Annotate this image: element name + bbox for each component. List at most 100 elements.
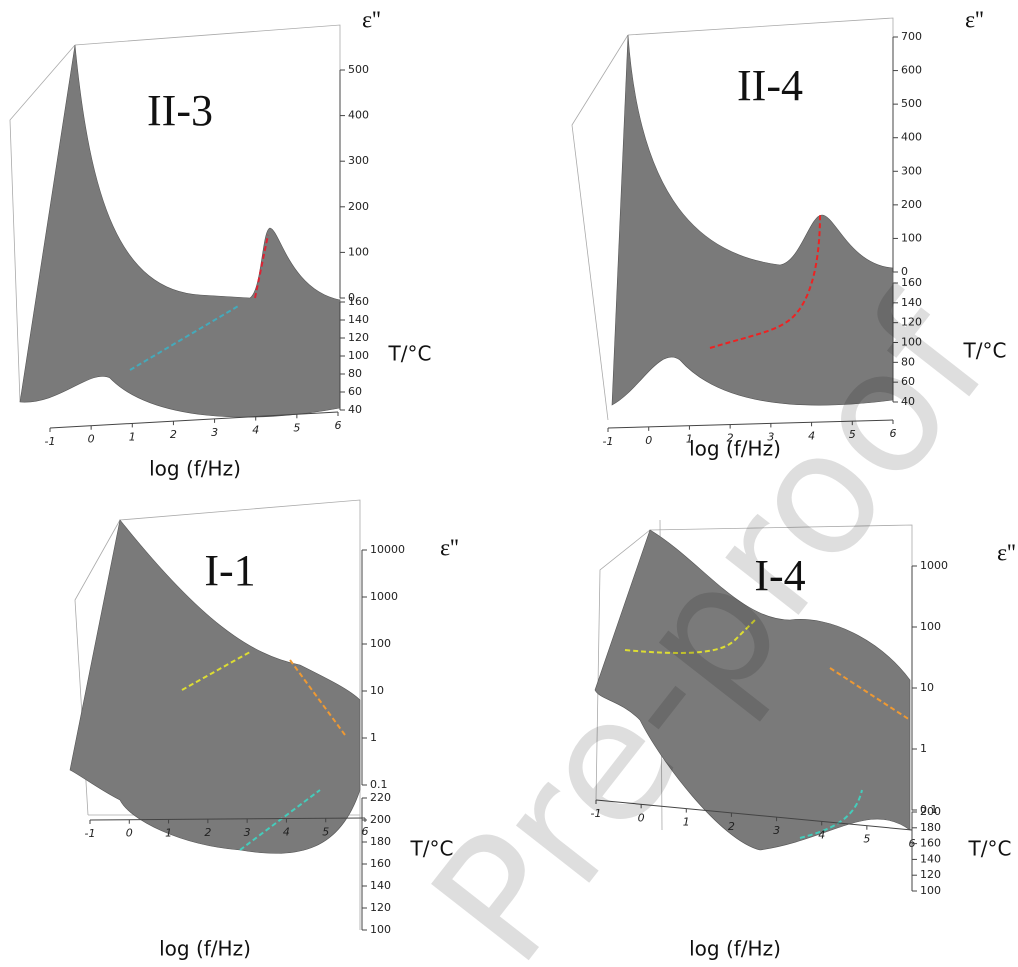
x-tick-label: 4: [808, 429, 815, 442]
y-tick-label: 0.1: [370, 778, 388, 791]
x-tick-label: 5: [849, 428, 856, 441]
z-tick-label: 60: [348, 385, 362, 398]
x-tick-label: 3: [211, 426, 218, 439]
y-tick-label: 400: [348, 109, 369, 122]
z-tick-label: 160: [348, 295, 369, 308]
x-axis-label: log (f/Hz): [149, 457, 241, 481]
y-tick-label: 1000: [370, 590, 398, 603]
y-tick-label: 100: [901, 231, 922, 244]
x-tick-label: 1: [129, 430, 136, 443]
y-axis-label: ε'': [997, 541, 1016, 567]
z-tick-label: 80: [901, 355, 915, 368]
x-tick-label: 5: [322, 825, 329, 838]
z-tick-label: 160: [901, 276, 922, 289]
z-tick-label: 100: [348, 349, 369, 362]
z-tick-label: 140: [348, 313, 369, 326]
x-tick-label: 4: [283, 826, 290, 839]
y-tick-label: 500: [348, 63, 369, 76]
y-axis-label: ε'': [965, 8, 984, 34]
z-tick-label: 220: [370, 791, 391, 804]
x-tick-label: 3: [773, 824, 780, 837]
y-tick-label: 1: [920, 742, 927, 755]
z-tick-label: 200: [370, 813, 391, 826]
z-tick-label: 120: [370, 901, 391, 914]
x-tick-label: 4: [818, 828, 825, 841]
x-tick-label: -1: [85, 827, 96, 840]
panel: -1 0 1 2 3 4 5 6 0.1 1 10 100 1000 10000 100 120 140 160 1…: [69, 499, 459, 961]
x-axis: [607, 419, 894, 429]
ridge-line: [254, 234, 269, 299]
ridge-line: [181, 651, 251, 691]
ridge-line: [129, 304, 241, 371]
y-tick-label: 700: [901, 30, 922, 43]
x-tick-label: 2: [727, 432, 734, 445]
surface: [19, 44, 341, 418]
y-tick-label: 10: [920, 681, 934, 694]
x-tick-label: 6: [890, 427, 897, 440]
panel-title: I-1: [204, 546, 255, 595]
z-tick-label: 140: [901, 296, 922, 309]
x-tick-label: 2: [728, 820, 735, 833]
x-tick-label: 3: [767, 430, 774, 443]
z-tick-label: 120: [348, 331, 369, 344]
x-tick-label: 0: [638, 811, 645, 824]
x-axis-label: log (f/Hz): [689, 437, 781, 461]
y-tick-label: 100: [348, 245, 369, 258]
y-tick-label: 400: [901, 131, 922, 144]
y-tick-label: 100: [920, 620, 941, 633]
y-axis-label: ε'': [362, 8, 381, 34]
z-tick-label: 140: [920, 852, 941, 865]
y-tick-label: 200: [901, 198, 922, 211]
x-tick-label: -1: [591, 807, 602, 820]
y-tick-label: 100: [370, 637, 391, 650]
y-axis-label: ε'': [440, 536, 459, 562]
y-tick-label: 1: [370, 731, 377, 744]
z-tick-label: 100: [901, 336, 922, 349]
ridge-line: [624, 619, 756, 654]
y-tick-label: 600: [901, 64, 922, 77]
x-tick-label: 0: [88, 433, 95, 446]
z-axis-label: T/°C: [388, 342, 432, 366]
x-tick-label: -1: [45, 435, 56, 448]
ridge-line: [799, 789, 863, 839]
x-tick-label: 1: [686, 433, 693, 446]
z-tick-label: 160: [920, 837, 941, 850]
ridge-line: [709, 214, 821, 349]
panel-title: II-3: [147, 86, 213, 135]
y-tick-label: 10000: [370, 543, 405, 556]
panel: -1 0 1 2 3 4 5 60100200300400500600700406080100…: [571, 8, 1007, 461]
z-tick-label: 180: [370, 835, 391, 848]
z-tick-label: 140: [370, 879, 391, 892]
y-tick-label: 0: [348, 291, 355, 304]
y-tick-label: 200: [348, 200, 369, 213]
y-tick-label: 500: [901, 97, 922, 110]
y-tick-label: 10: [370, 684, 384, 697]
x-axis: [595, 799, 913, 831]
panel-title: I-4: [754, 551, 805, 600]
x-tick-label: 0: [645, 434, 652, 447]
x-tick-label: 5: [863, 833, 870, 846]
x-tick-label: 6: [362, 825, 369, 838]
x-tick-label: 2: [204, 826, 211, 839]
x-tick-label: 2: [170, 428, 177, 441]
z-tick-label: 120: [901, 316, 922, 329]
y-tick-label: 300: [901, 164, 922, 177]
x-tick-label: 3: [244, 826, 251, 839]
z-axis-label: T/°C: [963, 339, 1007, 363]
z-tick-label: 100: [920, 884, 941, 897]
z-tick-label: 100: [370, 923, 391, 936]
z-tick-label: 160: [370, 857, 391, 870]
x-axis-label: log (f/Hz): [159, 937, 251, 961]
y-tick-label: 1000: [920, 559, 948, 572]
x-tick-label: 4: [252, 424, 259, 437]
y-tick-label: 0.1: [920, 803, 938, 816]
ridge-line: [239, 789, 321, 851]
z-axis-label: T/°C: [410, 837, 454, 861]
z-tick-label: 40: [901, 395, 915, 408]
panel: -1 0 1 2 3 4 5 60100200300400500406080100120140…: [9, 8, 432, 481]
panel-title: II-4: [737, 61, 803, 110]
z-tick-label: 60: [901, 375, 915, 388]
x-axis-label: log (f/Hz): [689, 937, 781, 961]
z-tick-label: 200: [920, 805, 941, 818]
